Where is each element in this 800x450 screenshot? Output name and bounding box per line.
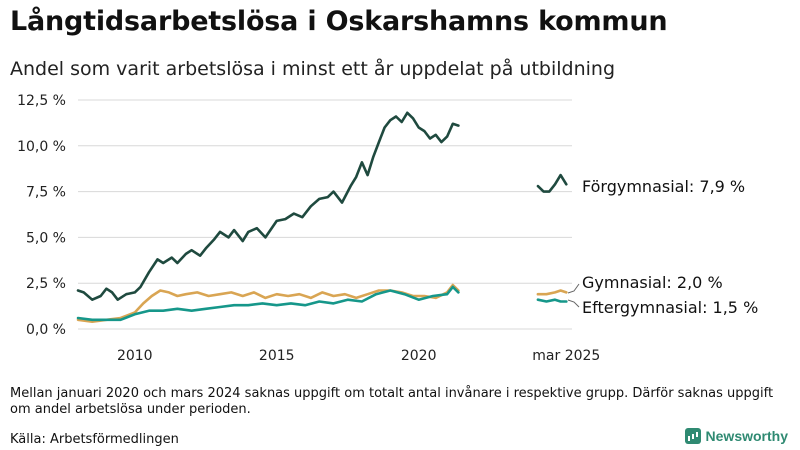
series-line-förgymnasial [536, 173, 568, 193]
brand-name: Newsworthy [705, 428, 788, 444]
y-tick-label: 10,0 % [17, 139, 66, 155]
footnote: Mellan januari 2020 och mars 2024 saknas… [10, 386, 774, 417]
end-label-förgymnasial: Förgymnasial: 7,9 % [582, 177, 745, 196]
series-line-eftergymnasial [76, 285, 460, 322]
series-line-förgymnasial [76, 111, 460, 301]
chart-title: Långtidsarbetslösa i Oskarshamns kommun [10, 6, 668, 37]
brand-logo[interactable]: Newsworthy [684, 428, 788, 444]
label-leader-eftergymnasial [567, 299, 580, 308]
y-tick-label: 7,5 % [26, 185, 66, 201]
x-tick-label: 2010 [117, 348, 153, 364]
x-tick-label: 2020 [401, 348, 437, 364]
series-line-eftergymnasial [536, 298, 568, 303]
y-tick-label: 5,0 % [26, 230, 66, 246]
x-tick-label: mar 2025 [532, 348, 600, 364]
end-label-eftergymnasial: Eftergymnasial: 1,5 % [582, 298, 758, 317]
label-leader-gymnasial [567, 283, 580, 294]
source-text: Källa: Arbetsförmedlingen [10, 432, 179, 447]
y-tick-label: 12,5 % [17, 93, 66, 109]
chart-subtitle: Andel som varit arbetslösa i minst ett å… [10, 58, 616, 80]
y-tick-label: 2,5 % [26, 276, 66, 292]
bar-chart-icon [684, 428, 701, 444]
end-label-gymnasial: Gymnasial: 2,0 % [582, 273, 723, 292]
y-tick-label: 0,0 % [26, 322, 66, 338]
x-tick-label: 2015 [259, 348, 295, 364]
series-line-gymnasial [536, 289, 568, 296]
